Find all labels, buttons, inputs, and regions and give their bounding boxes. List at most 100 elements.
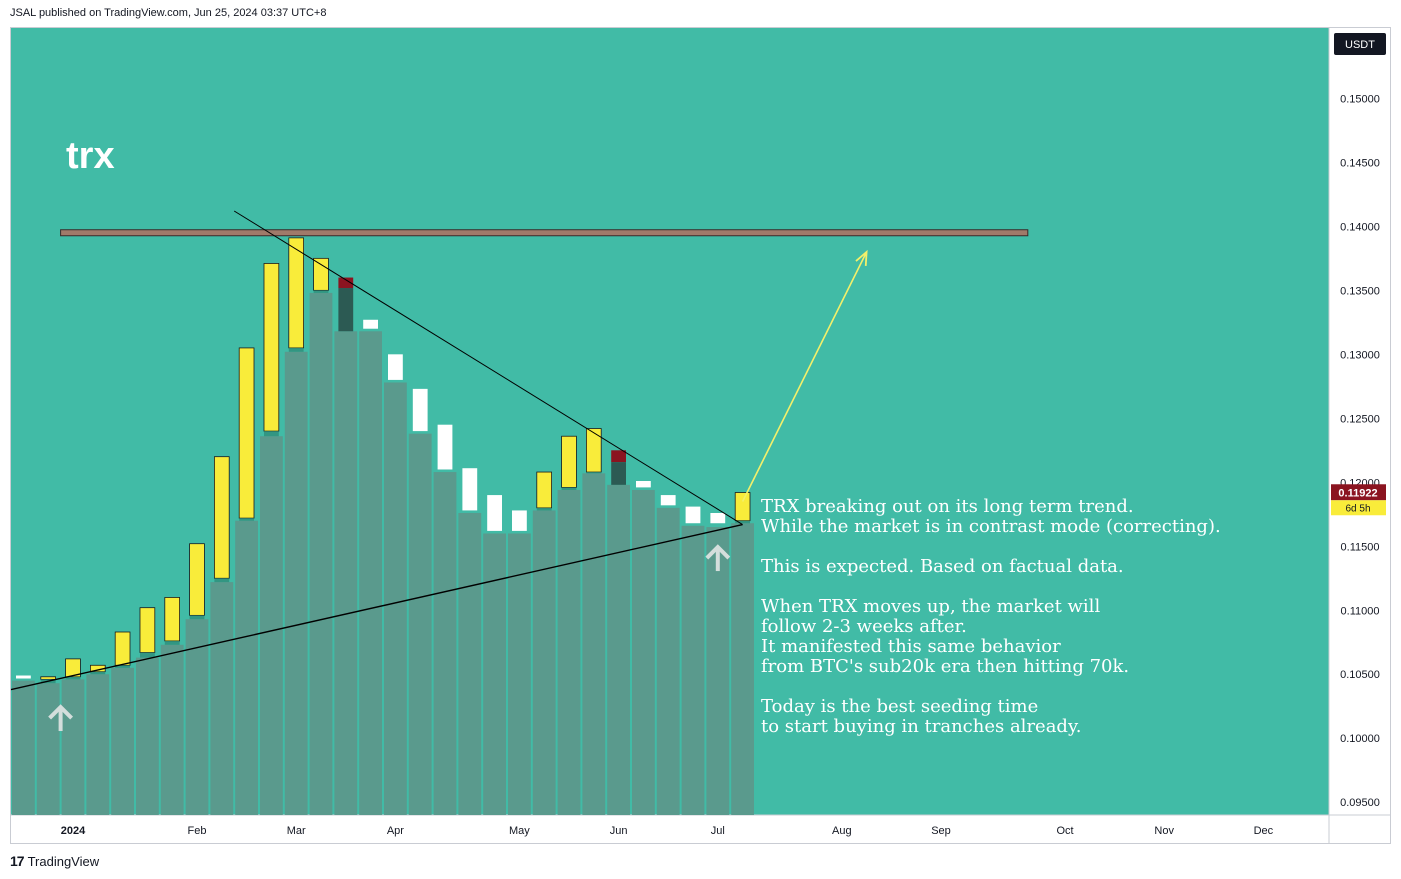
note-line: TRX breaking out on its long term trend. — [761, 496, 1134, 517]
shadow-bar — [433, 472, 457, 815]
time-tick-label: Feb — [188, 825, 207, 837]
candle-base-bull — [288, 347, 304, 352]
candlestick-chart[interactable]: 0.15000 0.14500 0.14000 0.13500 0.13000 0.125… — [11, 28, 1390, 843]
shadow-bar — [731, 523, 754, 815]
candle-body-neutral — [685, 506, 701, 524]
shadow-bar — [359, 331, 382, 815]
chart-title: trx — [66, 135, 115, 177]
shadow-bar — [235, 520, 258, 815]
price-tick-label: 0.10500 — [1340, 669, 1380, 681]
candle-base-bear — [338, 288, 354, 332]
price-tick-label: 0.09500 — [1340, 797, 1380, 809]
shadow-bar — [160, 644, 184, 815]
shadow-bar — [61, 679, 85, 815]
price-tick-label: 0.10000 — [1340, 733, 1380, 745]
countdown-badge-value: 6d 5h — [1345, 503, 1370, 514]
candle-body-neutral — [636, 481, 651, 488]
shadow-bar — [136, 657, 159, 815]
candle-body-neutral — [660, 495, 676, 506]
shadow-bar — [607, 484, 630, 815]
time-tick-label: Nov — [1154, 825, 1174, 837]
note-line: It manifested this same behavior — [761, 636, 1061, 657]
candle-base-bull — [164, 640, 180, 645]
countdown-badge-bg — [1331, 500, 1386, 516]
shadow-bar — [508, 533, 531, 815]
annotations-layer — [11, 210, 1029, 732]
candle-body-bull — [139, 607, 156, 653]
candle-body-bull — [189, 543, 205, 616]
candle-body-bull — [114, 631, 131, 666]
note-line: follow 2-3 weeks after. — [761, 616, 967, 637]
shadow-bar — [384, 382, 407, 815]
candle-body-bull — [536, 471, 552, 509]
candle-base-bear — [611, 462, 626, 485]
shadow-bar — [632, 489, 655, 815]
projection-arrow — [741, 251, 868, 502]
candle-base-bull — [90, 671, 106, 675]
resistance-level — [60, 229, 1029, 237]
candle-base-bull — [313, 290, 329, 293]
time-tick-label: Mar — [287, 825, 306, 837]
candle-base-bull — [264, 431, 279, 437]
shadow-bar — [284, 351, 308, 815]
shadow-bar — [185, 619, 209, 815]
currency-badge[interactable]: USDT — [1334, 33, 1386, 55]
price-tick-label: 0.14000 — [1340, 221, 1380, 233]
candle-base-bull — [65, 676, 81, 680]
shadow-bar — [458, 512, 482, 815]
price-tick-label: 0.13500 — [1340, 285, 1380, 297]
note-line: While the market is in contrast mode (co… — [761, 516, 1221, 537]
price-tick-label: 0.11000 — [1341, 605, 1380, 617]
candle-body-neutral — [487, 495, 502, 531]
candle-body-bull — [288, 237, 304, 349]
note-line: from BTC's sub20k era then hitting 70k. — [761, 656, 1129, 677]
candle-body-bull — [586, 428, 602, 473]
shadow-bar — [483, 533, 506, 815]
tradingview-logo-icon: 17 — [10, 853, 25, 869]
price-tick-label: 0.13000 — [1340, 349, 1380, 361]
shadow-bar — [681, 525, 705, 815]
candle-body-bull — [164, 597, 181, 642]
ascending-trendline — [11, 523, 743, 691]
note-line: Today is the best seeding time — [761, 696, 1038, 717]
up-arrow-head-icon — [705, 544, 731, 560]
shadow-bar — [260, 436, 283, 815]
price-tick-label: 0.14500 — [1340, 157, 1380, 169]
candle-body-neutral — [512, 510, 527, 531]
candle-base-bull — [239, 518, 254, 521]
candle-body-bear — [611, 450, 626, 463]
shadow-bar — [408, 433, 432, 815]
price-badge-bg — [1331, 484, 1386, 501]
note-line: to start buying in tranches already. — [761, 716, 1081, 737]
time-tick-label: Oct — [1056, 825, 1073, 837]
price-axis[interactable] — [1329, 28, 1390, 815]
candle-body-bull — [263, 263, 280, 432]
candle-body-neutral — [462, 468, 478, 511]
shadow-bar — [86, 674, 110, 815]
shadow-bar — [12, 680, 35, 815]
candle-body-neutral — [16, 675, 31, 679]
candle-body-bull — [238, 347, 255, 519]
candle-body-bull — [40, 676, 56, 680]
projection-arrow-head — [855, 249, 868, 266]
time-tick-label: Sep — [931, 825, 951, 837]
tradingview-footer[interactable]: 17 TradingView — [10, 853, 99, 869]
candle-base-bull — [140, 652, 155, 658]
time-tick-labels: 2024 Feb Mar Apr May Jun Jul Aug Sep Oct Nov Dec — [61, 825, 1274, 837]
price-badge-value: 0.11922 — [1338, 487, 1377, 499]
current-price-badge: 0.11922 6d 5h — [1331, 484, 1386, 516]
candle-body-bull — [213, 456, 230, 579]
time-axis[interactable] — [11, 815, 1390, 843]
chart-frame[interactable]: 0.15000 0.14500 0.14000 0.13500 0.13000 0.125… — [10, 27, 1391, 844]
candle-base-bull — [586, 472, 602, 474]
candle-body-neutral — [412, 388, 428, 432]
descending-trendline — [233, 210, 743, 525]
candle-base-bull — [115, 665, 130, 668]
analysis-note: TRX breaking out on its long term trend.… — [761, 496, 1221, 737]
candle-base-bull — [536, 507, 552, 511]
shadow-bar — [334, 331, 358, 815]
candle-body-neutral — [363, 319, 378, 329]
shadow-bar — [309, 292, 333, 815]
candle-body-bull — [313, 257, 329, 291]
shadow-bar — [557, 489, 581, 815]
